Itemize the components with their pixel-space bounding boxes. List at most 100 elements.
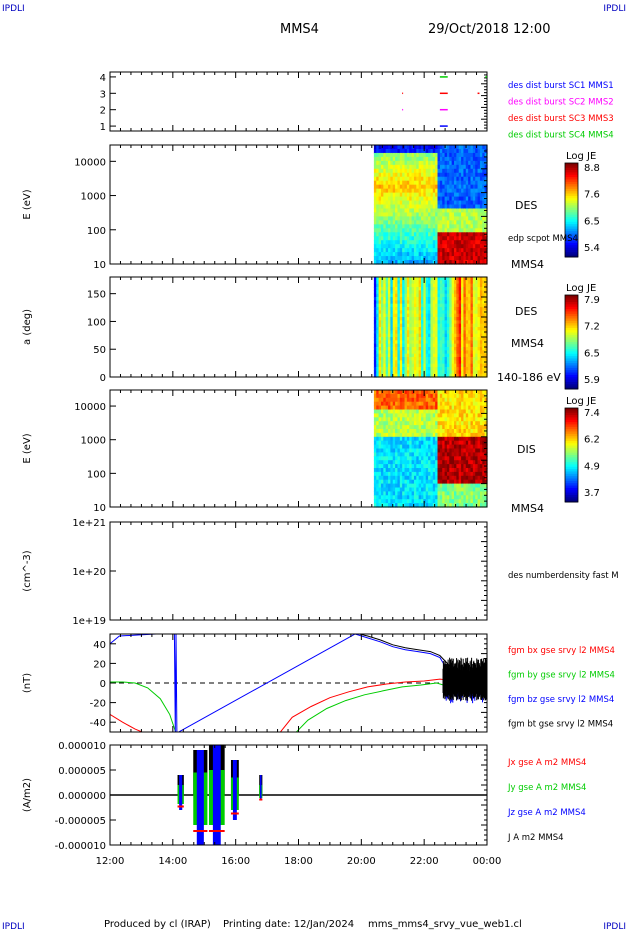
spectrogram-cell <box>479 405 483 411</box>
spectrogram-cell <box>472 409 476 414</box>
spectrogram-cell <box>454 196 457 202</box>
spectrogram-cell <box>449 479 453 485</box>
spectrogram-cell <box>461 413 465 418</box>
spectrogram-cell <box>402 413 406 418</box>
spectrogram-cell <box>482 340 486 345</box>
spectrogram-cell <box>465 208 469 214</box>
spectrogram-cell <box>442 307 446 311</box>
spectrogram-cell <box>402 436 406 442</box>
spectrogram-cell <box>432 310 436 315</box>
spectrogram-cell <box>425 220 429 225</box>
spectrogram-cell <box>432 471 436 477</box>
spectrogram-cell <box>428 448 432 453</box>
spectrogram-cell <box>463 317 467 321</box>
spectrogram-cell <box>468 240 472 245</box>
spectrogram-cell <box>439 340 443 345</box>
spectrogram-cell <box>463 405 467 411</box>
colorbar-cell <box>565 459 578 463</box>
spectrogram-cell <box>451 145 455 150</box>
spectrogram-cell <box>421 244 424 249</box>
spectrogram-cell <box>430 180 434 186</box>
spectrogram-cell <box>477 350 481 355</box>
spectrogram-cell <box>416 468 420 473</box>
spectrogram-cell <box>416 475 420 481</box>
spectrogram-cell <box>435 436 439 442</box>
spectrogram-cell <box>383 390 387 395</box>
spectrogram-cell <box>399 310 403 315</box>
colorbar-cell <box>565 469 578 472</box>
spectrogram-cell <box>430 196 434 202</box>
footer-filename: mms_mms4_srvy_vue_web1.cl <box>368 919 522 930</box>
spectrogram-cell <box>376 208 380 214</box>
spectrogram-cell <box>406 168 410 174</box>
spectrogram-cell <box>397 156 401 162</box>
spectrogram-cell <box>385 204 389 210</box>
colorbar-cell <box>565 440 578 444</box>
spectrogram-cell <box>461 409 465 414</box>
spectrogram-cell <box>439 232 443 237</box>
spectrogram-cell <box>439 330 443 335</box>
spectrogram-cell <box>395 413 399 418</box>
spectrogram-cell <box>392 483 396 489</box>
spectrogram-cell <box>397 353 401 358</box>
spectrogram-cell <box>380 192 384 198</box>
spectrogram-cell <box>468 413 472 418</box>
spectrogram-cell <box>411 367 415 371</box>
spectrogram-cell <box>409 293 413 298</box>
spectrogram-cell <box>385 240 389 245</box>
colorbar-cell <box>565 408 578 411</box>
spectrogram-cell <box>449 148 453 154</box>
spectrogram-cell <box>442 200 446 206</box>
spectrogram-cell <box>406 180 410 186</box>
spectrogram-cell <box>442 196 446 202</box>
spectrogram-cell <box>380 444 384 450</box>
colorbar-cell <box>565 492 578 496</box>
spectrogram-cell <box>390 432 394 438</box>
spectrogram-cell <box>399 357 403 361</box>
spectrogram-cell <box>397 440 401 446</box>
spectrogram-cell <box>461 236 465 241</box>
colorbar-cell <box>565 433 578 437</box>
spectrogram-cell <box>477 460 481 465</box>
spectrogram-cell <box>454 287 457 291</box>
spectrogram-cell <box>404 479 408 485</box>
spectrogram-cell <box>472 475 476 481</box>
spectrogram-cell <box>428 236 432 241</box>
spectrogram-cell <box>392 280 396 285</box>
spectrogram-cell <box>402 192 406 198</box>
spectrogram-cell <box>406 200 410 206</box>
spectrogram-cell <box>421 421 424 426</box>
spectrogram-cell <box>482 360 486 365</box>
spectrogram-cell <box>461 208 465 214</box>
dis-energy-label: DIS <box>517 443 536 456</box>
corner-label-bottom-right: IPDLI <box>603 922 626 932</box>
spectrogram-cell <box>428 287 432 291</box>
spectrogram-cell <box>409 152 413 158</box>
spectrogram-cell <box>444 440 448 446</box>
spectrogram-cell <box>423 401 427 407</box>
colorbar-cell <box>565 332 578 336</box>
spectrogram-cell <box>376 499 380 504</box>
spectrogram-cell <box>416 456 420 461</box>
spectrogram-cell <box>451 429 455 434</box>
spectrogram-cell <box>479 327 483 331</box>
spectrogram-cell <box>373 200 377 206</box>
spectrogram-cell <box>461 320 465 325</box>
spectrogram-cell <box>411 172 415 178</box>
spectrogram-cell <box>451 240 455 245</box>
spectrogram-cell <box>477 432 481 438</box>
spectrogram-cell <box>482 232 486 237</box>
spectrogram-cell <box>484 176 488 182</box>
spectrogram-cell <box>463 390 467 395</box>
spectrogram-cell <box>376 464 380 469</box>
spectrogram-cell <box>390 390 394 395</box>
spectrogram-cell <box>461 333 465 338</box>
spectrogram-cell <box>392 232 396 237</box>
spectrogram-cell <box>472 317 476 321</box>
spectrogram-cell <box>470 277 474 281</box>
spectrogram-cell <box>399 499 403 504</box>
spectrogram-cell <box>376 283 380 288</box>
spectrogram-cell <box>468 421 472 426</box>
spectrogram-cell <box>418 413 422 418</box>
spectrogram-cell <box>418 468 422 473</box>
